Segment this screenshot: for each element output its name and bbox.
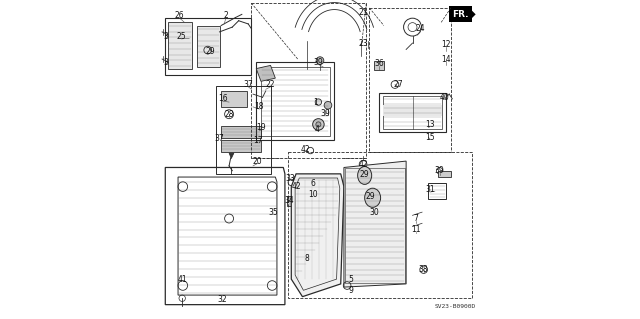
Text: 38: 38 (419, 265, 429, 274)
Bar (256, 62, 334, 140)
Text: 32: 32 (218, 295, 227, 304)
Text: 13: 13 (425, 120, 435, 129)
Text: 17: 17 (253, 136, 262, 145)
Text: 35: 35 (269, 208, 278, 217)
Text: 22: 22 (266, 80, 275, 89)
Ellipse shape (365, 188, 381, 207)
Circle shape (324, 101, 332, 109)
Polygon shape (197, 26, 220, 67)
Text: 39: 39 (320, 109, 330, 118)
Circle shape (316, 122, 321, 127)
Ellipse shape (358, 167, 372, 184)
Text: 33: 33 (286, 174, 296, 183)
Polygon shape (469, 8, 476, 21)
Text: 9: 9 (349, 286, 354, 295)
Text: 29: 29 (365, 192, 375, 201)
Text: 42: 42 (358, 160, 368, 169)
Polygon shape (221, 91, 246, 107)
Text: 31: 31 (425, 185, 435, 194)
Polygon shape (229, 153, 234, 159)
Text: 8: 8 (305, 254, 310, 263)
Text: 37: 37 (243, 80, 253, 89)
Polygon shape (221, 126, 261, 138)
Text: 18: 18 (255, 102, 264, 111)
Bar (216, 86, 271, 174)
Text: 12: 12 (441, 40, 451, 49)
Text: 29: 29 (205, 47, 215, 56)
Text: 30: 30 (369, 208, 379, 217)
Text: 34: 34 (285, 197, 294, 205)
Text: 7: 7 (413, 214, 418, 223)
Polygon shape (256, 65, 275, 81)
Text: FR.: FR. (452, 11, 469, 19)
Polygon shape (291, 174, 344, 297)
Text: 10: 10 (308, 190, 318, 199)
Circle shape (316, 99, 321, 105)
Bar (288, 152, 472, 298)
Text: 42: 42 (291, 182, 301, 191)
Bar (261, 67, 330, 136)
Text: 19: 19 (256, 123, 266, 132)
Text: 6: 6 (310, 179, 316, 188)
Text: 39: 39 (314, 58, 323, 67)
Polygon shape (221, 140, 261, 152)
Text: 2: 2 (223, 11, 228, 20)
Polygon shape (168, 22, 193, 69)
Text: 11: 11 (411, 225, 420, 234)
Text: 36: 36 (374, 59, 384, 68)
Polygon shape (374, 61, 384, 70)
Text: 15: 15 (425, 133, 435, 142)
Bar (383, 105, 442, 116)
Bar (428, 183, 446, 199)
Text: 42: 42 (301, 145, 310, 154)
Circle shape (316, 57, 324, 64)
Text: 28: 28 (225, 110, 234, 119)
Polygon shape (344, 161, 406, 287)
Text: 1: 1 (313, 98, 317, 107)
Bar (252, 3, 366, 158)
Text: 25: 25 (177, 32, 186, 41)
Bar (449, 6, 472, 22)
Text: 41: 41 (178, 275, 188, 284)
Text: 39: 39 (435, 166, 445, 175)
Text: 5: 5 (349, 275, 354, 284)
Text: SV23-B0900D: SV23-B0900D (435, 304, 476, 309)
Text: 29: 29 (359, 170, 369, 179)
Bar (345, 168, 406, 283)
Bar (438, 171, 451, 177)
Text: 14: 14 (441, 55, 451, 63)
Bar (383, 96, 442, 129)
Circle shape (313, 119, 324, 130)
Polygon shape (287, 196, 298, 206)
Text: 26: 26 (174, 11, 184, 20)
Text: 20: 20 (253, 157, 262, 166)
Text: 24: 24 (415, 24, 426, 33)
Text: 21: 21 (358, 8, 368, 17)
Text: 3: 3 (164, 58, 169, 67)
Text: 37: 37 (214, 134, 225, 143)
Text: 3: 3 (164, 32, 169, 41)
Text: 4: 4 (314, 125, 319, 134)
Bar (379, 93, 446, 132)
Bar (369, 8, 451, 152)
Text: 16: 16 (218, 94, 227, 103)
Text: 23: 23 (358, 39, 368, 48)
Text: 40: 40 (440, 93, 449, 102)
Text: 27: 27 (394, 80, 403, 89)
